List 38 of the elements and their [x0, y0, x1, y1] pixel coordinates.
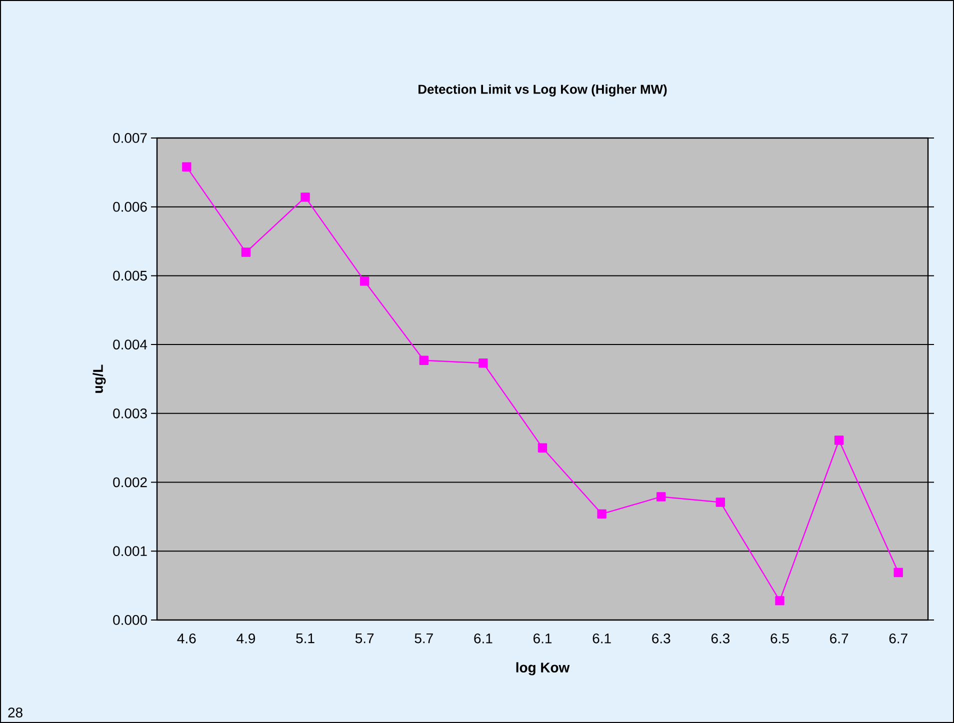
x-tick-label: 6.5	[770, 633, 789, 644]
point	[182, 162, 192, 172]
x-tick-label: 5.7	[355, 634, 374, 644]
x-tick-label: 6.7	[889, 633, 908, 644]
text: 28	[8, 708, 22, 718]
x-tick-label: 6.3	[652, 633, 670, 644]
y-tick-label: 0.003	[113, 408, 147, 418]
y-tick-label: 0.007	[113, 133, 147, 143]
point	[775, 596, 784, 606]
y-tick-label: 0.004	[113, 340, 148, 350]
point	[300, 192, 310, 202]
x-axis-title: log Kow	[516, 662, 570, 676]
point	[597, 509, 606, 519]
y-axis-title: ug/L	[92, 364, 106, 393]
point	[419, 356, 428, 365]
y-tick-label: 0.002	[113, 477, 147, 488]
x-tick-label: 6.7	[830, 633, 848, 644]
x-tick-label: 6.1	[592, 633, 611, 644]
x-tick-label: 6.1	[474, 633, 492, 644]
x-tick-label: 4.9	[236, 633, 255, 644]
x-tick-label: 6.3	[711, 633, 730, 644]
point	[538, 443, 548, 452]
x-tick-label: 5.7	[414, 634, 433, 644]
point	[478, 358, 488, 368]
x-tick-label: 4.6	[177, 633, 196, 644]
x-tick-label: 5.1	[296, 634, 314, 644]
point	[360, 276, 370, 286]
chart-title: Detection Limit vs Log Kow (Higher MW)	[418, 84, 667, 96]
y-tick-label: 0.000	[113, 615, 147, 625]
point	[716, 498, 726, 507]
y-tick-label: 0.005	[113, 270, 147, 281]
y-tick-label: 0.006	[113, 202, 147, 212]
point	[656, 492, 666, 502]
y-tick-label: 0.001	[113, 546, 147, 556]
x-tick-label: 6.1	[534, 633, 552, 644]
point	[894, 568, 903, 578]
point	[241, 248, 251, 257]
point	[834, 436, 844, 445]
